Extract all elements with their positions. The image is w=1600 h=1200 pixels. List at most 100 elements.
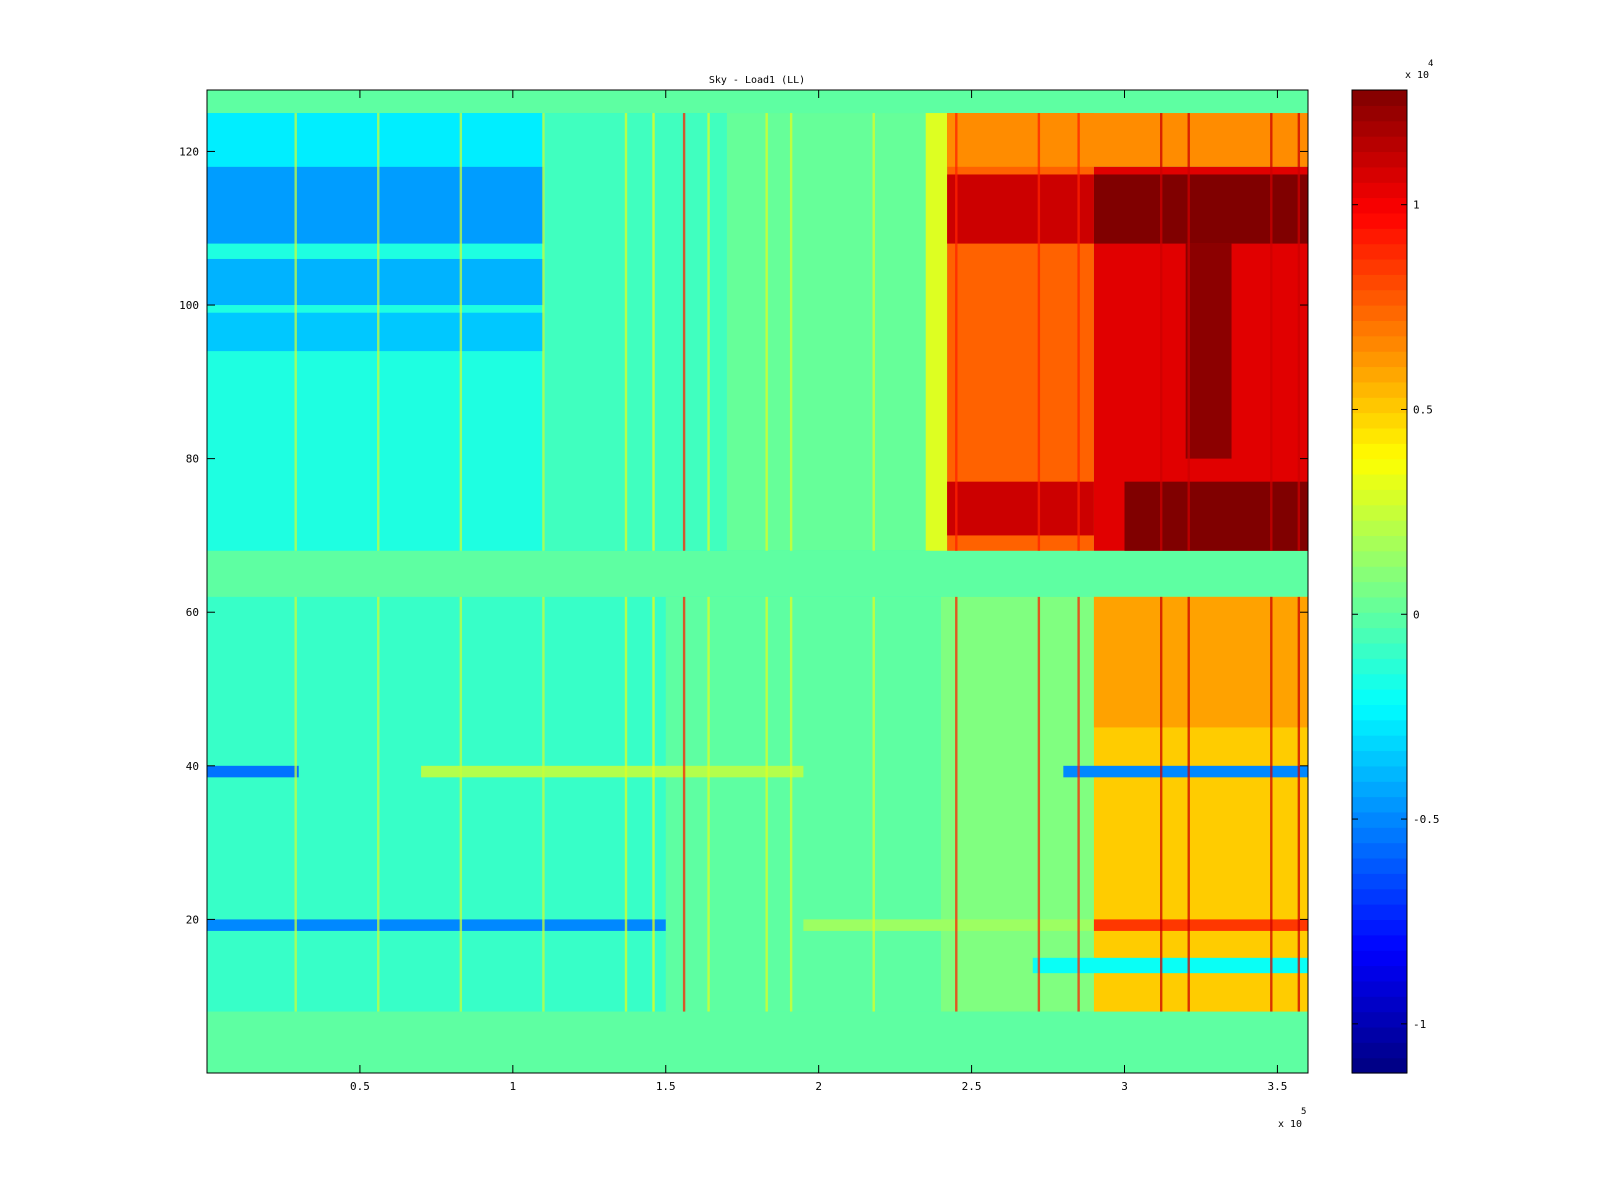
y-tick-label: 20 [186,913,199,926]
colorbar-band [1352,827,1407,844]
colorbar-band [1352,320,1407,337]
colorbar-band [1352,489,1407,506]
colorbar-band [1352,735,1407,752]
heatmap-stripe [1077,113,1080,551]
heatmap-stripe [789,113,793,551]
heatmap-stripe [789,596,793,1012]
colorbar-band [1352,658,1407,675]
heatmap-stripe [459,113,463,551]
heatmap-stripe [1160,596,1163,1012]
colorbar-band [1352,243,1407,260]
colorbar-band [1352,305,1407,321]
heatmap-region [1185,243,1232,459]
heatmap-region [947,481,1094,536]
colorbar-band [1352,105,1407,122]
colorbar-band [1352,535,1407,552]
colorbar-band [1352,228,1407,245]
colorbar-tick-label: 0.5 [1413,403,1433,416]
colorbar-band [1352,950,1407,967]
heatmap-region [1124,481,1308,551]
colorbar-band [1352,90,1407,106]
colorbar-band [1352,151,1407,168]
colorbar-band [1352,996,1407,1013]
colorbar-band [1352,351,1407,368]
heatmap-stripe [652,596,655,1012]
colorbar-band [1352,366,1407,383]
colorbar-band [1352,258,1407,275]
colorbar-band [1352,842,1407,859]
heatmap-region [1063,765,1308,778]
y-tick-label: 100 [179,299,199,312]
colorbar-band [1352,197,1407,214]
colorbar-band [1352,627,1407,644]
heatmap-stripe [1270,113,1273,551]
heatmap-region [207,312,544,352]
heatmap-region [925,113,948,551]
colorbar-axis: -1 -0.5 0 0.5 1 [1352,199,1440,1031]
colorbar-band [1352,1011,1407,1028]
heatmap-stripe [1037,596,1041,1012]
colorbar-band [1352,719,1407,736]
colorbar-band [1352,120,1407,137]
heatmap-stripe [624,596,628,1012]
heatmap-stripe [872,596,875,1012]
colorbar-multiplier-exponent: 4 [1428,59,1433,69]
colorbar-band [1352,520,1407,537]
plot-frame [206,89,1309,1074]
heatmap-stripe [294,113,297,551]
heatmap-region [207,919,666,931]
heatmap-region [1093,596,1308,728]
heatmap-stripe [707,113,710,551]
colorbar-tick-label: -0.5 [1413,813,1440,826]
colorbar-band [1352,274,1407,291]
heatmap-stripe [377,113,380,551]
x-tick-label: 3.5 [1267,1080,1287,1093]
colorbar-band [1352,427,1407,444]
chart-title: Sky - Load1 (LL) [709,75,805,86]
x-tick-label: 1 [510,1080,517,1093]
heatmap-stripe [955,596,958,1012]
colorbar-band [1352,212,1407,229]
colorbar-band [1352,642,1407,659]
heatmap-stripe [1297,113,1301,551]
heatmap-stripe [1187,596,1190,1012]
heatmap-layer [207,90,1308,1073]
heatmap-stripe [1187,113,1190,551]
y-tick-label: 120 [179,145,199,158]
heatmap-stripe [1077,596,1080,1012]
heatmap-region [207,765,299,778]
heatmap-stripe [682,113,686,551]
heatmap-region [207,113,544,167]
heatmap-stripe [459,596,463,1012]
heatmap-region [803,919,1094,931]
heatmap-region [947,174,1094,244]
colorbar-tick-label: -1 [1413,1018,1426,1031]
heatmap-stripe [682,596,686,1012]
colorbar-band [1352,397,1407,414]
heatmap-region [1032,957,1308,974]
colorbar-band [1352,980,1407,997]
x-axis: 0.5 1 1.5 2 2.5 3 3.5 [350,90,1287,1093]
heatmap-stripe [624,113,628,551]
colorbar-band [1352,765,1407,782]
colorbar-band [1352,443,1407,460]
colorbar-band [1352,811,1407,828]
heatmap-stripe [294,596,297,1012]
colorbar-band [1352,504,1407,521]
heatmap-region [421,765,804,778]
colorbar-band [1352,781,1407,798]
x-tick-label: 0.5 [350,1080,370,1093]
colorbar-band [1352,689,1407,705]
colorbar-band [1352,335,1407,352]
heatmap-stripe [1270,596,1273,1012]
colorbar-band [1352,1057,1407,1074]
colorbar-band [1352,750,1407,767]
heatmap-region [1093,919,1308,931]
heatmap-stripe [765,596,768,1012]
x-tick-label: 1.5 [656,1080,676,1093]
colorbar-band [1352,673,1407,690]
colorbar-band [1352,473,1407,490]
colorbar-band [1352,934,1407,951]
heatmap-region [941,596,1094,1012]
